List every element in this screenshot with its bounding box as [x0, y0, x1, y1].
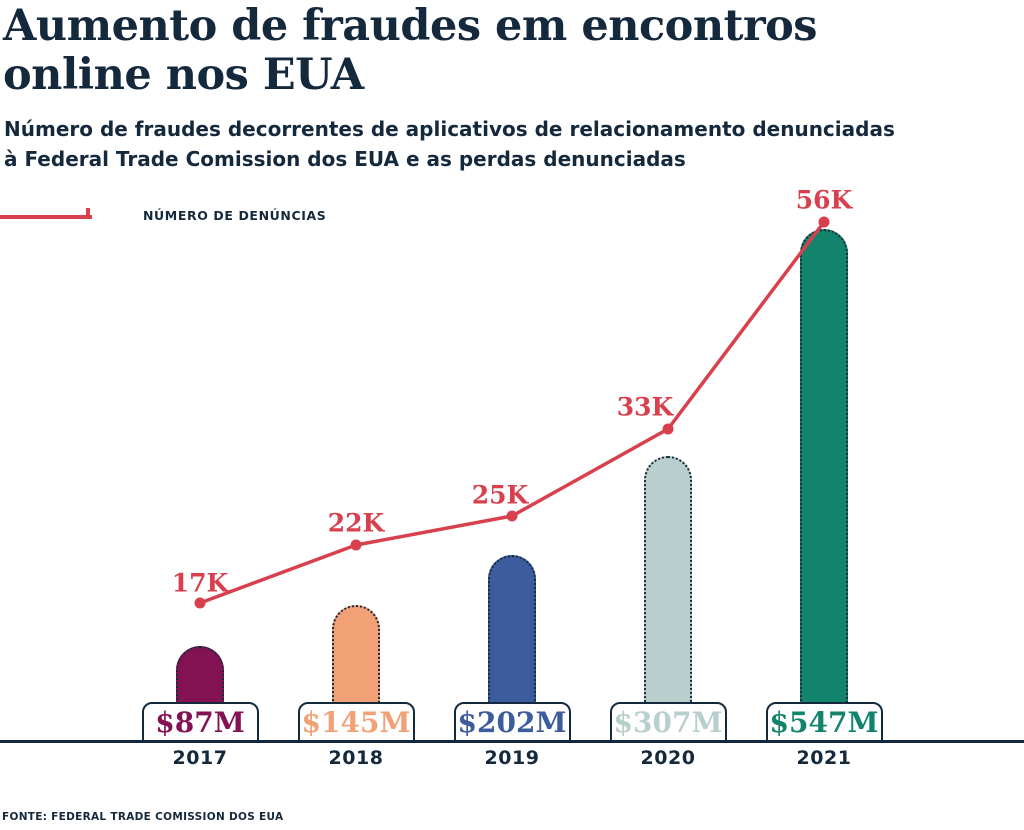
line-series-swatch-tick-icon: [86, 208, 90, 218]
page-subtitle: Número de fraudes decorrentes de aplicat…: [4, 114, 895, 174]
reports-point-2020: [662, 423, 674, 435]
page-subtitle-line1: Número de fraudes decorrentes de aplicat…: [4, 117, 895, 141]
year-label-2018: 2018: [328, 747, 384, 769]
page-subtitle-line2: à Federal Trade Comission dos EUA e as p…: [4, 147, 686, 171]
year-label-2017: 2017: [172, 747, 228, 769]
loss-box-2018: $145M: [297, 702, 415, 742]
legend-label: NÚMERO DE DENÚNCIAS: [143, 208, 327, 223]
reports-line: [198, 220, 826, 605]
reports-label-2019: 25K: [471, 480, 529, 510]
reports-label-2020: 33K: [616, 392, 674, 422]
reports-point-2018: [350, 539, 362, 551]
year-label-2019: 2019: [484, 747, 540, 769]
source-note: FONTE: FEDERAL TRADE COMISSION DOS EUA: [2, 811, 284, 823]
page-title-line2: online nos EUA: [3, 50, 364, 100]
year-label-2020: 2020: [640, 747, 696, 769]
reports-point-2019: [506, 510, 518, 522]
line-series-swatch-icon: [0, 215, 92, 219]
reports-label-2018: 22K: [327, 508, 385, 538]
loss-box-2019: $202M: [453, 702, 571, 742]
reports-point-2017: [194, 597, 206, 609]
reports-label-2021: 56K: [795, 185, 853, 215]
bar-2020: [644, 456, 692, 742]
page-title: Aumento de fraudes em encontros online no…: [3, 1, 818, 100]
loss-box-2021: $547M: [765, 702, 883, 742]
legend: NÚMERO DE DENÚNCIAS: [0, 203, 400, 229]
reports-point-2021: [818, 216, 830, 228]
loss-box-2020: $307M: [609, 702, 727, 742]
bar-2021: [800, 229, 848, 742]
loss-box-2017: $87M: [141, 702, 259, 742]
page-title-line1: Aumento de fraudes em encontros: [3, 1, 818, 51]
reports-label-2017: 17K: [171, 568, 229, 598]
year-label-2021: 2021: [796, 747, 852, 769]
